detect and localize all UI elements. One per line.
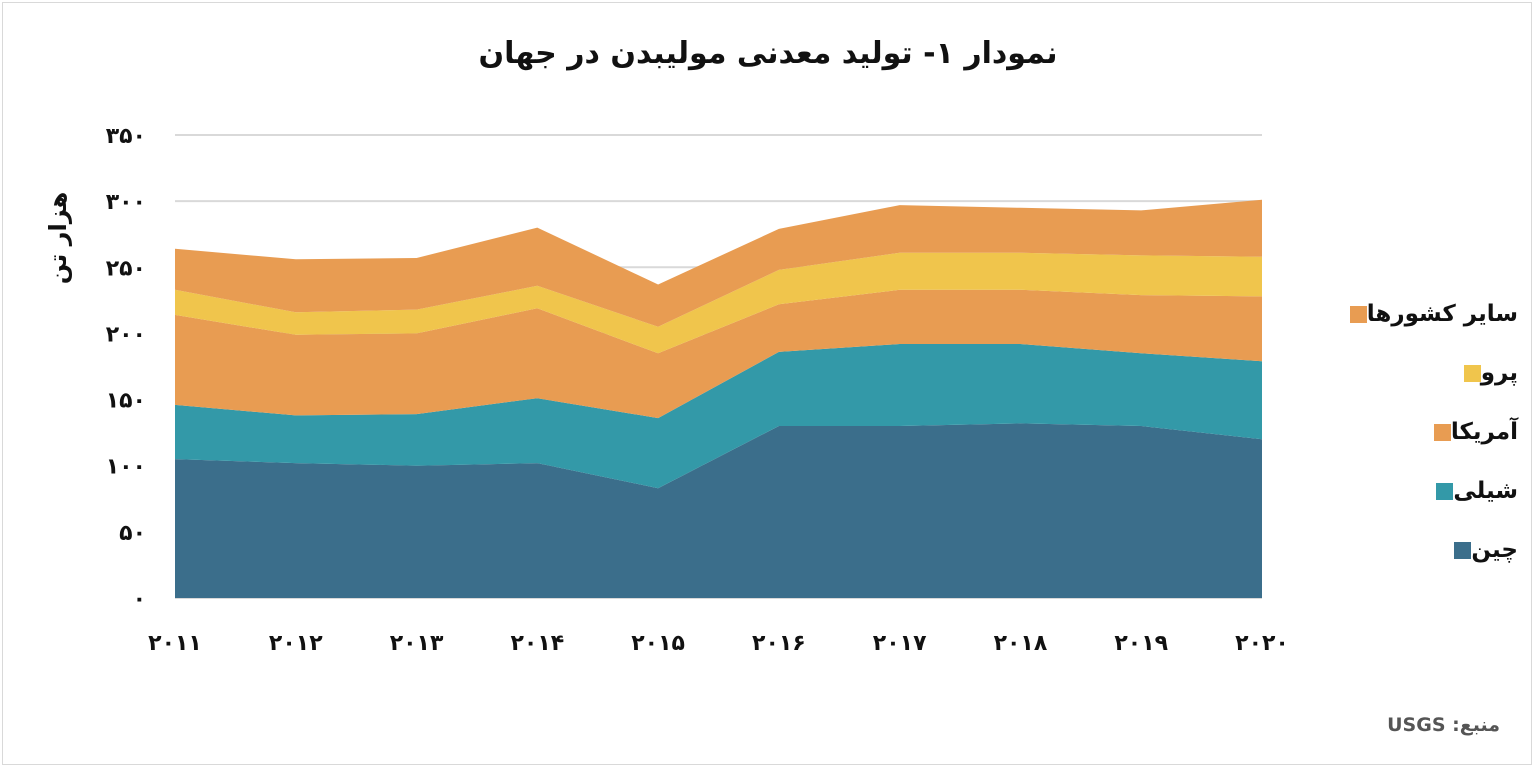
- area-series: [175, 199, 1262, 598]
- legend-label: پرو: [1480, 360, 1518, 386]
- legend-item: شیلی: [1338, 477, 1518, 505]
- legend-swatch: [1436, 482, 1454, 500]
- legend-item: چین: [1338, 536, 1518, 564]
- x-tick-label: ۲۰۱۱: [148, 631, 202, 656]
- y-tick-label: ۳۰۰: [106, 190, 146, 215]
- legend-swatch: [1454, 541, 1472, 559]
- x-tick-label: ۲۰۱۶: [752, 631, 806, 656]
- area-series-پرو: [175, 252, 1262, 354]
- x-tick-label: ۲۰۲۰: [1235, 631, 1289, 656]
- x-tick-label: ۲۰۱۳: [390, 631, 444, 656]
- y-tick-label: ۱۰۰: [106, 455, 146, 480]
- y-tick-label: ۰: [133, 587, 146, 612]
- x-tick-label: ۲۰۱۸: [994, 631, 1048, 656]
- legend-label: آمریکا: [1450, 419, 1518, 445]
- legend-swatch: [1463, 364, 1481, 382]
- y-tick-label: ۱۵۰: [106, 389, 146, 414]
- legend-label: چین: [1471, 537, 1518, 563]
- area-series-چین: [175, 423, 1262, 598]
- legend-item: پرو: [1338, 359, 1518, 387]
- x-tick-label: ۲۰۱۷: [873, 631, 927, 656]
- y-tick-label: ۲۰۰: [106, 322, 146, 347]
- source-note: منبع: USGS: [1387, 714, 1500, 736]
- legend-label: شیلی: [1453, 478, 1518, 504]
- y-tick-label: ۳۵۰: [106, 124, 146, 149]
- x-tick-labels: ۲۰۱۱ ۲۰۱۲ ۲۰۱۳ ۲۰۱۴ ۲۰۱۵ ۲۰۱۶ ۲۰۱۷ ۲۰۱۸ ۲۰۱۹ ۲۰۲۰: [148, 631, 1289, 656]
- legend-item: آمریکا: [1338, 418, 1518, 446]
- x-tick-label: ۲۰۱۵: [631, 631, 685, 656]
- area-series-شیلی: [175, 344, 1262, 489]
- chart-title: نمودار ۱- تولید معدنی مولیبدن در جهان: [478, 36, 1058, 71]
- y-tick-label: ۵۰: [119, 521, 146, 546]
- area-series-سایر کشورها: [175, 199, 1262, 327]
- x-tick-label: ۲۰۱۹: [1114, 631, 1168, 656]
- x-tick-label: ۲۰۱۲: [269, 631, 323, 656]
- x-tick-label: ۲۰۱۴: [510, 631, 564, 656]
- y-tick-label: ۲۵۰: [106, 256, 146, 281]
- legend-item: سایر کشورها: [1338, 300, 1518, 328]
- area-series-آمریکا: [175, 289, 1262, 419]
- legend: سایر کشورها پرو آمریکا شیلی چین: [1338, 300, 1518, 595]
- y-tick-labels: ۰ ۵۰ ۱۰۰ ۱۵۰ ۲۰۰ ۲۵۰ ۳۰۰ ۳۵۰: [106, 124, 146, 612]
- legend-swatch: [1349, 305, 1367, 323]
- legend-swatch: [1433, 423, 1451, 441]
- legend-label: سایر کشورها: [1366, 301, 1518, 327]
